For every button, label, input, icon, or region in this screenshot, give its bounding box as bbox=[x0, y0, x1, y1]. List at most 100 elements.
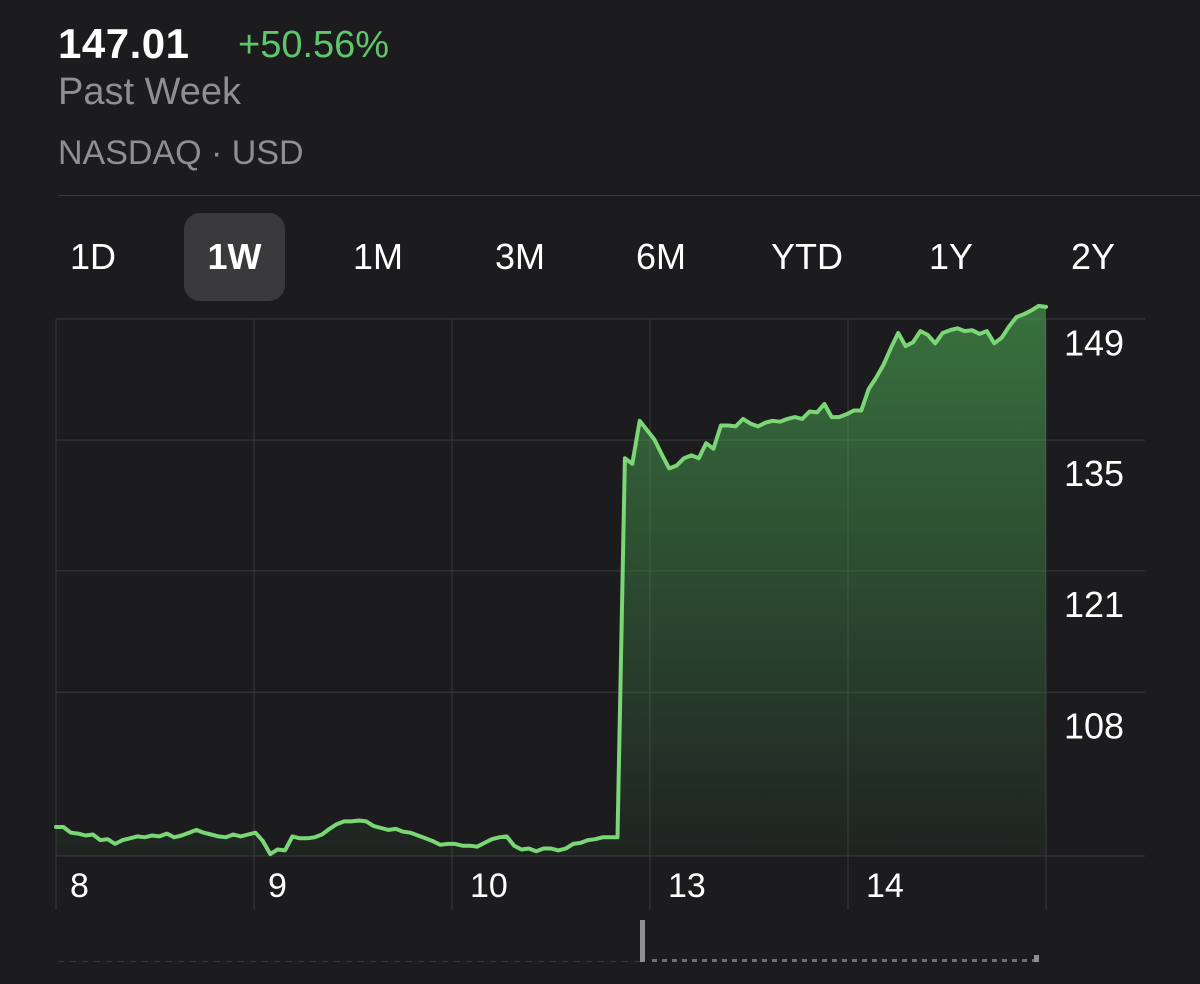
volume-bar bbox=[574, 961, 580, 962]
volume-bar bbox=[862, 959, 867, 962]
tab-6m[interactable]: 6M bbox=[635, 236, 686, 277]
volume-bar bbox=[214, 961, 220, 962]
tab-1y[interactable]: 1Y bbox=[928, 236, 974, 277]
volume-bar bbox=[322, 961, 328, 962]
volume-bar bbox=[166, 961, 172, 962]
volume-bar bbox=[892, 959, 897, 962]
volume-bar bbox=[610, 961, 616, 962]
tab-1w[interactable]: 1W bbox=[184, 213, 285, 301]
volume-bar bbox=[882, 959, 887, 962]
volume-bar bbox=[550, 961, 556, 962]
x-tick-label: 9 bbox=[268, 867, 287, 905]
volume-bar bbox=[502, 961, 508, 962]
volume-bar bbox=[622, 961, 628, 962]
volume-bar bbox=[752, 959, 757, 962]
volume-bar bbox=[782, 959, 787, 962]
volume-bar bbox=[598, 961, 604, 962]
volume-bar bbox=[982, 959, 987, 962]
volume-bar bbox=[178, 961, 184, 962]
volume-bar bbox=[430, 961, 436, 962]
volume-bar bbox=[792, 959, 797, 962]
volume-bar bbox=[722, 959, 727, 962]
volume-bar bbox=[286, 961, 292, 962]
volume-bar bbox=[226, 961, 232, 962]
volume-bar bbox=[922, 959, 927, 962]
volume-bar bbox=[262, 961, 268, 962]
volume-bar bbox=[418, 961, 424, 962]
volume-bar bbox=[442, 961, 448, 962]
volume-bar bbox=[912, 959, 917, 962]
volume-bar bbox=[94, 961, 100, 962]
header-divider bbox=[58, 195, 1200, 196]
volume-bar bbox=[640, 920, 645, 962]
volume-bar bbox=[190, 961, 196, 962]
exchange-currency-label: NASDAQ · USD bbox=[58, 134, 304, 172]
volume-bar bbox=[634, 961, 640, 962]
volume-bar bbox=[562, 961, 568, 962]
percent-change: +50.56% bbox=[238, 24, 390, 66]
volume-bar bbox=[972, 959, 977, 962]
volume-bar bbox=[772, 959, 777, 962]
volume-bar bbox=[822, 959, 827, 962]
volume-bar bbox=[1012, 959, 1017, 962]
x-tick-label: 13 bbox=[668, 867, 706, 905]
volume-bar bbox=[70, 961, 76, 962]
volume-bar bbox=[466, 961, 472, 962]
volume-bar bbox=[538, 961, 544, 962]
y-tick-label: 108 bbox=[1064, 705, 1124, 746]
volume-bar bbox=[652, 959, 657, 962]
volume-bar bbox=[732, 959, 737, 962]
volume-bar bbox=[902, 959, 907, 962]
price-line bbox=[54, 303, 1048, 857]
volume-bar bbox=[932, 959, 937, 962]
volume-bar bbox=[118, 961, 124, 962]
volume-bar bbox=[812, 959, 817, 962]
volume-bar bbox=[154, 961, 160, 962]
volume-bar bbox=[702, 959, 707, 962]
volume-bar bbox=[842, 959, 847, 962]
volume-bar bbox=[142, 961, 148, 962]
y-tick-label: 135 bbox=[1064, 453, 1124, 494]
volume-bar bbox=[682, 959, 687, 962]
volume-bar bbox=[1034, 955, 1039, 962]
price-chart[interactable]: 149 135 121 108 8 9 10 13 14 bbox=[0, 300, 1200, 984]
current-price: 147.01 bbox=[58, 20, 190, 67]
volume-bar bbox=[406, 961, 412, 962]
volume-bar bbox=[130, 961, 136, 962]
period-label: Past Week bbox=[58, 71, 242, 113]
volume-bar bbox=[992, 959, 997, 962]
volume-bar bbox=[526, 961, 532, 962]
volume-bar bbox=[310, 961, 316, 962]
volume-bar bbox=[1002, 959, 1007, 962]
tab-1m[interactable]: 1M bbox=[352, 236, 403, 277]
x-tick-label: 14 bbox=[866, 867, 904, 905]
tab-2y[interactable]: 2Y bbox=[1070, 236, 1116, 277]
volume-bar bbox=[334, 961, 340, 962]
volume-bar bbox=[238, 961, 244, 962]
x-tick-label: 10 bbox=[470, 867, 508, 905]
volume-bar bbox=[672, 959, 677, 962]
volume-bar bbox=[832, 959, 837, 962]
price-area-fill bbox=[56, 305, 1046, 856]
volume-bar bbox=[346, 961, 352, 962]
volume-bar bbox=[762, 959, 767, 962]
volume-bar bbox=[952, 959, 957, 962]
volume-bar bbox=[662, 959, 667, 962]
tab-3m[interactable]: 3M bbox=[494, 236, 545, 277]
volume-bar bbox=[852, 959, 857, 962]
volume-bar bbox=[742, 959, 747, 962]
volume-bar bbox=[106, 961, 112, 962]
volume-bar bbox=[872, 959, 877, 962]
volume-bar bbox=[274, 961, 280, 962]
volume-bar bbox=[514, 961, 520, 962]
tab-ytd[interactable]: YTD bbox=[771, 236, 843, 277]
x-tick-label: 8 bbox=[70, 867, 89, 905]
volume-bar bbox=[382, 961, 388, 962]
tab-1d[interactable]: 1D bbox=[69, 236, 117, 277]
volume-bar bbox=[202, 961, 208, 962]
volume-bar bbox=[358, 961, 364, 962]
volume-bar bbox=[370, 961, 376, 962]
volume-bar bbox=[478, 961, 484, 962]
volume-bar bbox=[712, 959, 717, 962]
volume-bar bbox=[394, 961, 400, 962]
